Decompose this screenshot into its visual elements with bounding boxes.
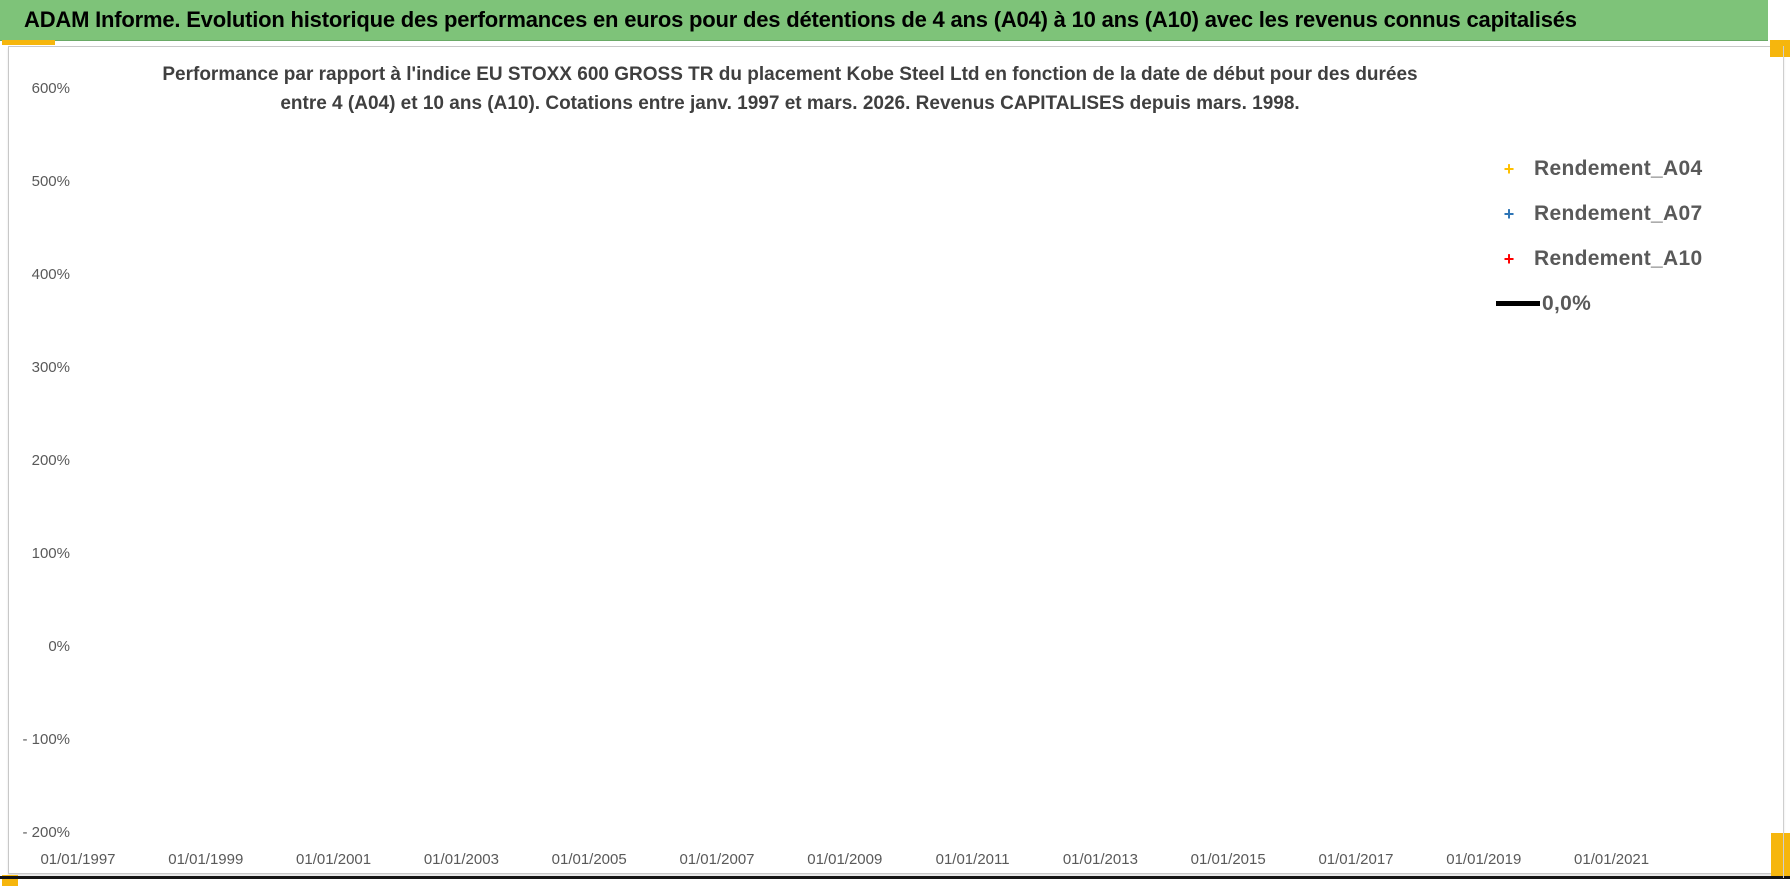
y-axis-tick-label: 100% xyxy=(31,545,70,562)
chart-title: Performance par rapport à l'indice EU ST… xyxy=(90,60,1490,118)
plus-marker-icon: + xyxy=(1503,248,1515,269)
page-title: ADAM Informe. Evolution historique des p… xyxy=(24,7,1577,32)
y-axis-tick-label: 400% xyxy=(31,266,70,283)
y-axis-tick-label: - 200% xyxy=(22,824,70,841)
legend-label: Rendement_A07 xyxy=(1534,201,1703,225)
x-axis-tick-label: 01/01/2007 xyxy=(679,851,755,868)
x-axis-tick-label: 01/01/2017 xyxy=(1318,851,1394,868)
header-banner: ADAM Informe. Evolution historique des p… xyxy=(0,0,1768,41)
legend-label: Rendement_A04 xyxy=(1534,156,1703,180)
x-axis-tick-label: 01/01/2015 xyxy=(1190,851,1266,868)
plus-marker-icon: + xyxy=(1503,203,1515,224)
x-axis-tick-label: 01/01/1999 xyxy=(168,851,244,868)
x-axis-tick-label: 01/01/2001 xyxy=(296,851,372,868)
bottom-border-rule xyxy=(0,876,1790,879)
y-axis-tick-label: - 100% xyxy=(22,731,70,748)
plus-marker-icon: + xyxy=(1503,158,1515,179)
x-axis-tick-label: 01/01/1997 xyxy=(40,851,116,868)
legend-item-rendement-a04[interactable]: + Rendement_A04 xyxy=(1496,146,1776,191)
selection-accent-bottom-left xyxy=(2,875,18,886)
x-axis-tick-label: 01/01/2009 xyxy=(807,851,883,868)
selection-accent-top-left xyxy=(2,40,55,45)
x-axis-tick-label: 01/01/2021 xyxy=(1574,851,1650,868)
chart-title-line2: entre 4 (A04) et 10 ans (A10). Cotations… xyxy=(280,93,1300,114)
y-axis-tick-label: 600% xyxy=(31,80,70,97)
x-axis-tick-label: 01/01/2019 xyxy=(1446,851,1522,868)
y-axis-tick-label: 300% xyxy=(31,359,70,376)
chart-right-border xyxy=(1783,46,1784,878)
chart-legend: + Rendement_A04 + Rendement_A07 + Rendem… xyxy=(1496,146,1776,326)
x-axis-tick-label: 01/01/2005 xyxy=(551,851,627,868)
y-axis-tick-label: 500% xyxy=(31,173,70,190)
legend-item-zero-line[interactable]: 0,0% xyxy=(1496,281,1776,326)
legend-item-rendement-a07[interactable]: + Rendement_A07 xyxy=(1496,191,1776,236)
legend-label: 0,0% xyxy=(1542,291,1592,315)
legend-label: Rendement_A10 xyxy=(1534,246,1703,270)
legend-item-rendement-a10[interactable]: + Rendement_A10 xyxy=(1496,236,1776,281)
x-axis-tick-label: 01/01/2011 xyxy=(935,851,1010,868)
black-line-icon xyxy=(1496,301,1540,306)
x-axis-tick-label: 01/01/2003 xyxy=(423,851,499,868)
chart-title-line1: Performance par rapport à l'indice EU ST… xyxy=(162,64,1418,85)
x-axis-tick-label: 01/01/2013 xyxy=(1062,851,1138,868)
y-axis-tick-label: 0% xyxy=(48,638,70,655)
selection-accent-top-right xyxy=(1770,40,1790,57)
y-axis-tick-label: 200% xyxy=(31,452,70,469)
chart-frame[interactable] xyxy=(8,46,1784,874)
selection-accent-bottom-right xyxy=(1771,833,1790,878)
